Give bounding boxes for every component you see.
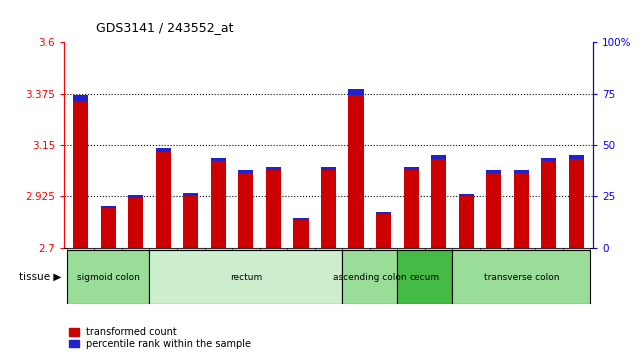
Bar xyxy=(397,248,425,250)
Bar xyxy=(67,250,149,304)
Bar xyxy=(149,248,177,250)
Text: GSM234919: GSM234919 xyxy=(434,248,443,294)
Bar xyxy=(321,170,336,248)
Text: GSM234918: GSM234918 xyxy=(406,248,415,294)
Text: GSM234921: GSM234921 xyxy=(544,248,553,294)
Bar xyxy=(376,212,391,213)
Bar xyxy=(342,248,370,250)
Bar xyxy=(156,148,171,152)
Bar xyxy=(453,248,480,250)
Bar xyxy=(376,213,391,248)
Bar xyxy=(294,218,308,221)
Bar xyxy=(541,158,556,161)
Bar xyxy=(459,196,474,248)
Bar xyxy=(238,172,253,248)
Text: GSM234915: GSM234915 xyxy=(242,248,251,294)
Bar xyxy=(266,170,281,248)
Bar xyxy=(459,194,474,196)
Bar xyxy=(177,248,204,250)
Bar xyxy=(101,208,116,248)
Text: GSM234913: GSM234913 xyxy=(379,248,388,294)
Text: GSM234917: GSM234917 xyxy=(489,248,498,294)
Text: GSM234914: GSM234914 xyxy=(214,248,223,294)
Bar xyxy=(238,170,253,172)
Text: sigmoid colon: sigmoid colon xyxy=(77,273,140,281)
Text: GSM234926: GSM234926 xyxy=(159,248,168,294)
Bar xyxy=(260,248,287,250)
Bar xyxy=(349,95,363,248)
Bar xyxy=(183,196,198,248)
Bar xyxy=(294,221,308,248)
Bar xyxy=(321,167,336,170)
Bar xyxy=(101,206,116,208)
Legend: transformed count, percentile rank within the sample: transformed count, percentile rank withi… xyxy=(69,327,251,349)
Text: GSM234920: GSM234920 xyxy=(517,248,526,294)
Bar xyxy=(349,89,363,95)
Bar xyxy=(342,250,397,304)
Bar xyxy=(94,248,122,250)
Text: GSM234910: GSM234910 xyxy=(104,248,113,294)
Bar xyxy=(480,248,508,250)
Bar xyxy=(128,195,144,198)
Bar xyxy=(128,198,144,248)
Text: GSM234924: GSM234924 xyxy=(297,248,306,294)
Text: rectum: rectum xyxy=(229,273,262,281)
Text: GSM234927: GSM234927 xyxy=(351,248,360,294)
Text: GSM234925: GSM234925 xyxy=(324,248,333,294)
Bar xyxy=(67,248,94,250)
Text: ascending colon: ascending colon xyxy=(333,273,406,281)
Bar xyxy=(486,170,501,172)
Bar xyxy=(569,155,584,159)
Text: tissue ▶: tissue ▶ xyxy=(19,272,61,282)
Text: cecum: cecum xyxy=(410,273,440,281)
Bar xyxy=(211,161,226,248)
Bar xyxy=(122,248,149,250)
Bar xyxy=(287,248,315,250)
Text: GSM234912: GSM234912 xyxy=(462,248,470,294)
Bar xyxy=(569,159,584,248)
Bar xyxy=(541,161,556,248)
Text: GSM234916: GSM234916 xyxy=(131,248,140,294)
Bar xyxy=(453,250,590,304)
Text: transverse colon: transverse colon xyxy=(483,273,559,281)
Text: GDS3141 / 243552_at: GDS3141 / 243552_at xyxy=(96,21,234,34)
Bar xyxy=(73,102,88,248)
Bar xyxy=(431,155,446,159)
Bar xyxy=(404,167,419,170)
Bar xyxy=(486,172,501,248)
Bar xyxy=(156,152,171,248)
Text: GSM234911: GSM234911 xyxy=(187,248,196,294)
Text: GSM234909: GSM234909 xyxy=(76,248,85,294)
Bar xyxy=(513,170,529,172)
Bar xyxy=(73,95,88,102)
Bar xyxy=(508,248,535,250)
Bar xyxy=(431,159,446,248)
Bar xyxy=(204,248,232,250)
Bar xyxy=(211,158,226,161)
Bar xyxy=(315,248,342,250)
Bar xyxy=(183,193,198,196)
Bar xyxy=(535,248,563,250)
Bar xyxy=(513,172,529,248)
Bar xyxy=(404,170,419,248)
Bar xyxy=(370,248,397,250)
Bar xyxy=(397,250,453,304)
Bar xyxy=(149,250,342,304)
Bar xyxy=(232,248,260,250)
Bar xyxy=(563,248,590,250)
Bar xyxy=(425,248,453,250)
Text: GSM234922: GSM234922 xyxy=(572,248,581,294)
Text: GSM234923: GSM234923 xyxy=(269,248,278,294)
Bar xyxy=(266,167,281,170)
